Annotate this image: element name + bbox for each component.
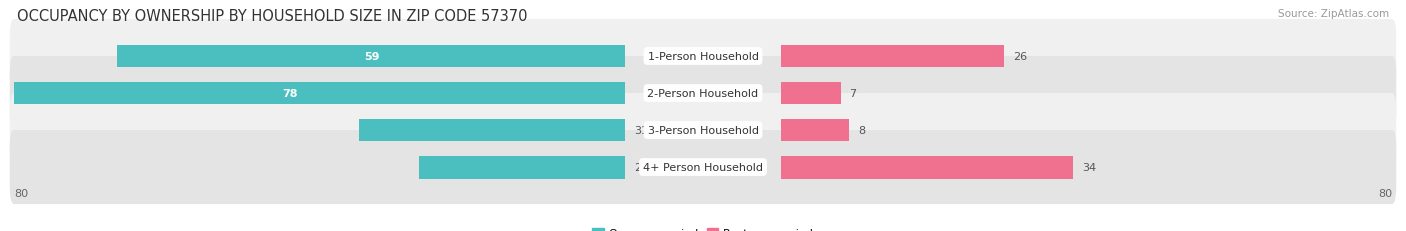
Text: 1-Person Household: 1-Person Household (648, 52, 758, 62)
Bar (780, 45, 1004, 68)
FancyBboxPatch shape (10, 94, 1396, 167)
Text: 80: 80 (1378, 189, 1392, 199)
Text: 8: 8 (858, 125, 865, 135)
Text: 2-Person Household: 2-Person Household (647, 89, 759, 99)
Text: Source: ZipAtlas.com: Source: ZipAtlas.com (1278, 9, 1389, 19)
Bar (359, 119, 626, 142)
Text: 3-Person Household: 3-Person Household (648, 125, 758, 135)
Text: 80: 80 (14, 189, 28, 199)
Text: 78: 78 (281, 89, 298, 99)
Text: 34: 34 (1083, 162, 1097, 172)
FancyBboxPatch shape (10, 20, 1396, 94)
Text: 59: 59 (364, 52, 380, 62)
Bar (780, 119, 849, 142)
Text: 4+ Person Household: 4+ Person Household (643, 162, 763, 172)
Text: OCCUPANCY BY OWNERSHIP BY HOUSEHOLD SIZE IN ZIP CODE 57370: OCCUPANCY BY OWNERSHIP BY HOUSEHOLD SIZE… (17, 9, 527, 24)
Text: 24: 24 (634, 162, 648, 172)
FancyBboxPatch shape (10, 131, 1396, 204)
Bar (117, 45, 626, 68)
Bar (780, 156, 1073, 179)
Legend: Owner-occupied, Renter-occupied: Owner-occupied, Renter-occupied (588, 224, 818, 231)
Bar (0, 82, 626, 105)
Text: 7: 7 (849, 89, 856, 99)
Text: 26: 26 (1012, 52, 1028, 62)
FancyBboxPatch shape (10, 57, 1396, 131)
Text: 31: 31 (634, 125, 648, 135)
Bar (780, 82, 841, 105)
Bar (419, 156, 626, 179)
